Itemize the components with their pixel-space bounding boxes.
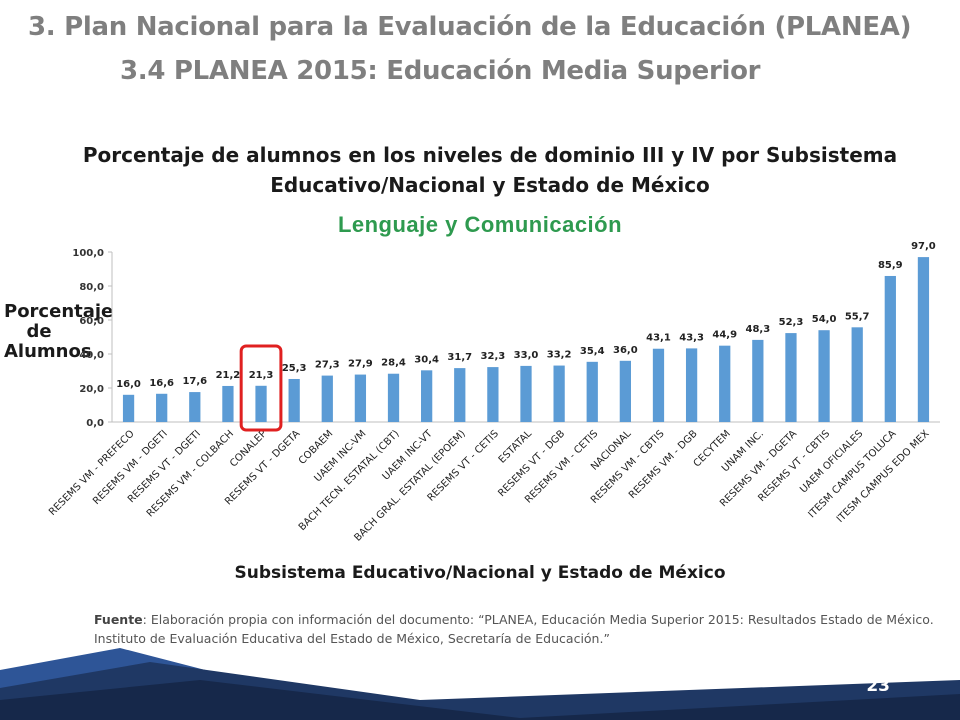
y-tick-label: 20,0 (79, 384, 104, 395)
category-label: UAEM OFICIALES (798, 428, 865, 495)
bar (586, 361, 598, 422)
bar (785, 333, 797, 422)
bar-series (122, 257, 930, 422)
chart-title-line2: Educativo/Nacional y Estado de México (270, 173, 710, 197)
x-axis-label: Subsistema Educativo/Nacional y Estado d… (234, 563, 726, 583)
bar (652, 348, 665, 422)
y-axis-label-line2: Alumnos (4, 341, 92, 362)
bar (421, 370, 433, 422)
data-label: 33,0 (514, 350, 539, 361)
data-label: 43,1 (646, 333, 671, 344)
data-label: 54,0 (812, 314, 837, 325)
footer-band (0, 648, 960, 720)
data-label: 17,6 (182, 376, 207, 387)
y-tick-label: 0,0 (86, 418, 104, 429)
bar (387, 373, 400, 422)
bar (719, 345, 731, 422)
bar (454, 368, 466, 422)
bar (917, 257, 930, 422)
bar (818, 330, 830, 422)
bar (520, 365, 532, 422)
bar (884, 275, 896, 422)
chart-title-line1: Porcentaje de alumnos en los niveles de … (82, 143, 898, 167)
bar (156, 393, 168, 422)
source-note: Fuente: Elaboración propia con informaci… (94, 610, 940, 648)
y-axis: 0,0 20,0 40,0 60,0 80,0 100,0 (72, 248, 940, 429)
footer-wave-deep (0, 680, 960, 720)
bar (619, 360, 631, 422)
highlight-box (239, 344, 283, 432)
bar (354, 374, 367, 422)
data-label: 27,9 (348, 359, 373, 370)
bar (553, 365, 565, 422)
data-label: 27,3 (315, 360, 340, 371)
source-text: : Elaboración propia con información del… (94, 612, 934, 646)
source-prefix: Fuente (94, 612, 143, 627)
bar-chart: 0,0 20,0 40,0 60,0 80,0 100,0 16,0 16,6 17,6 21,… (47, 241, 940, 544)
data-label: 21,2 (216, 370, 241, 381)
y-tick-label: 40,0 (79, 350, 104, 361)
data-label: 16,6 (149, 378, 174, 389)
page-number: 23 (866, 676, 890, 696)
y-tick-label: 100,0 (72, 248, 104, 259)
data-label: 32,3 (481, 351, 506, 362)
data-label: 16,0 (116, 379, 141, 390)
value-labels: 16,0 16,6 17,6 21,2 21,3 25,3 27,3 27,9 28,4 30,4… (116, 241, 936, 390)
data-label: 35,4 (580, 346, 605, 357)
y-tick-label: 80,0 (79, 282, 104, 293)
bar (122, 394, 135, 422)
data-label: 21,3 (249, 370, 274, 381)
data-label: 33,2 (547, 350, 572, 361)
data-label: 55,7 (845, 311, 870, 322)
chart-subtitle: Lenguaje y Comunicación (337, 212, 623, 237)
data-label: 31,7 (447, 352, 472, 363)
bar (222, 385, 234, 422)
bar (321, 375, 333, 422)
data-label: 43,3 (679, 332, 704, 343)
bar (851, 327, 863, 422)
data-label: 52,3 (779, 317, 804, 328)
data-label: 25,3 (282, 363, 307, 374)
chart-title: Porcentaje de alumnos en los niveles de … (60, 140, 920, 200)
highlight-marker (239, 344, 283, 432)
bar (255, 385, 267, 422)
slide-subheading: 3.4 PLANEA 2015: Educación Media Superio… (120, 56, 761, 86)
bar (189, 392, 201, 422)
data-label: 97,0 (911, 241, 936, 252)
data-label: 30,4 (414, 354, 439, 365)
slide-heading: 3. Plan Nacional para la Evaluación de l… (28, 12, 912, 42)
data-label: 48,3 (745, 324, 770, 335)
data-label: 44,9 (712, 330, 737, 341)
data-label: 36,0 (613, 345, 638, 356)
bar (685, 348, 698, 422)
data-label: 85,9 (878, 260, 903, 271)
bar (288, 378, 300, 422)
data-label: 28,4 (381, 358, 406, 369)
bar (752, 339, 764, 422)
bar (487, 367, 499, 422)
y-tick-label: 60,0 (79, 316, 104, 327)
